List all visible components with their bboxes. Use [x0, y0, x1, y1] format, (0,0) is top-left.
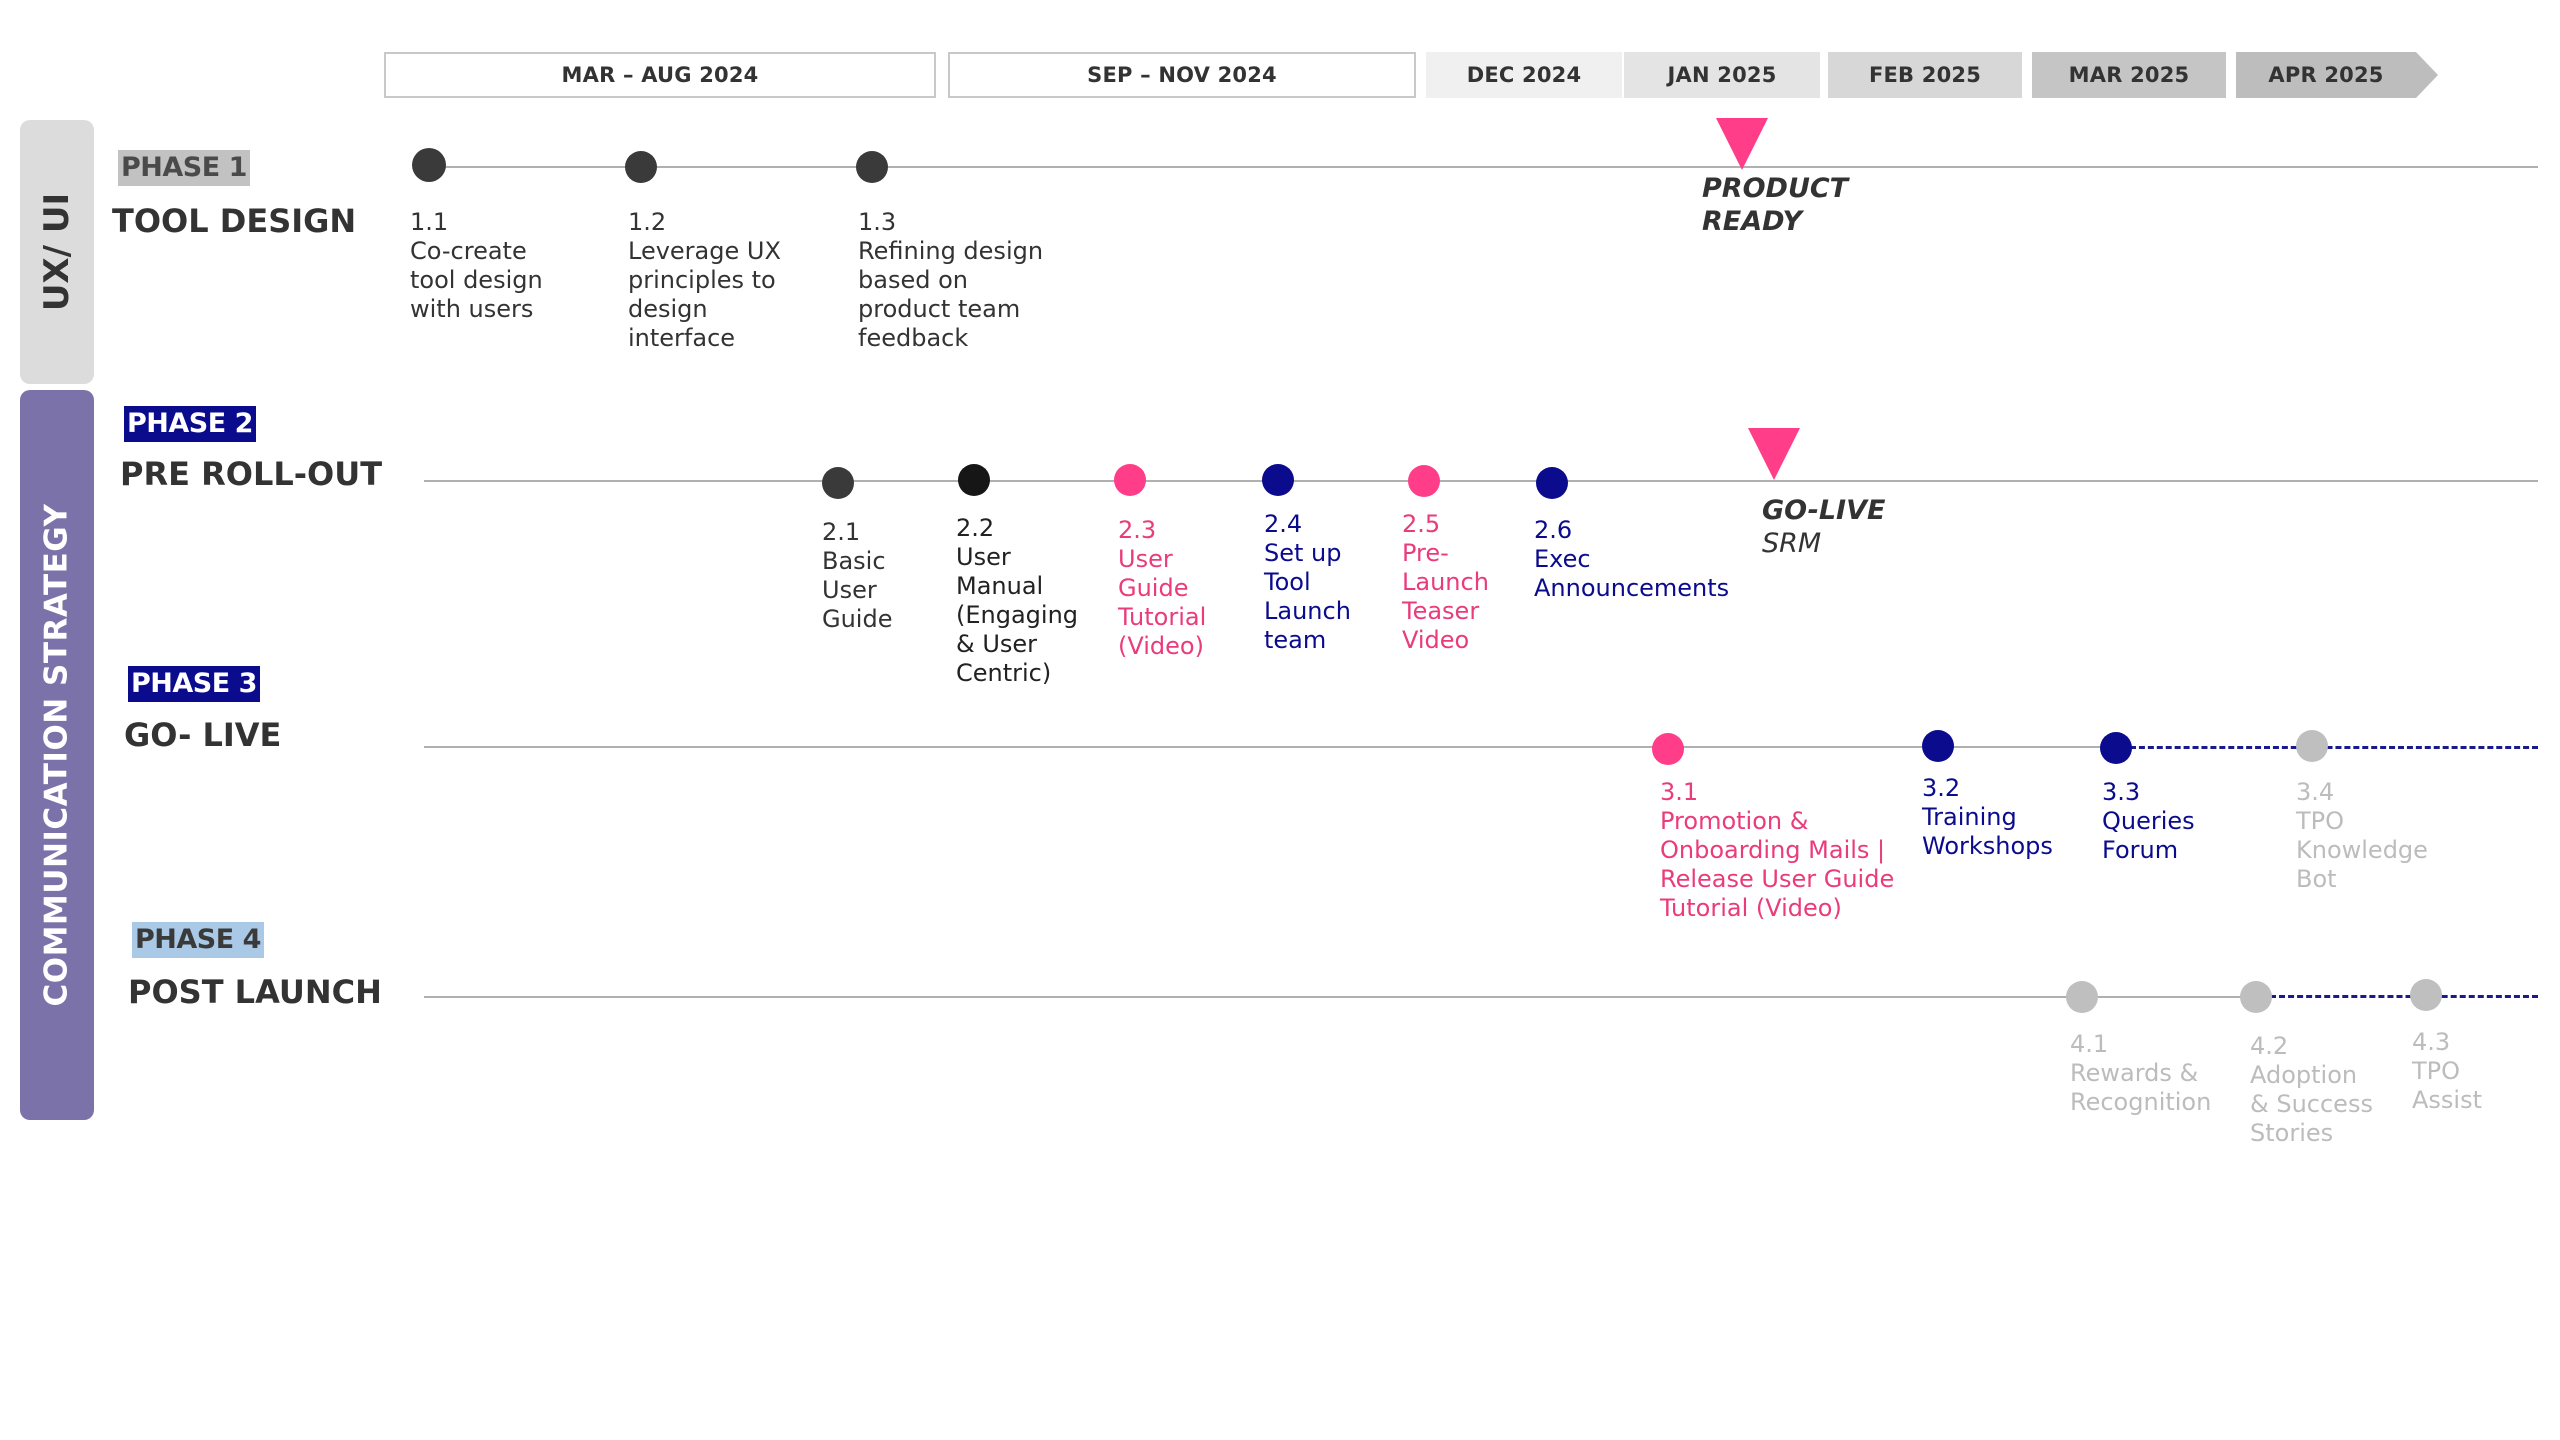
phase-2-title: PRE ROLL-OUT	[120, 455, 383, 493]
communication-strategy-tab: COMMUNICATION STRATEGY	[20, 390, 94, 1120]
go-live-marker	[1748, 428, 1800, 480]
phase-3-tag: PHASE 3	[128, 666, 260, 703]
item-3-2: 3.2 Training Workshops	[1922, 774, 2053, 860]
item-4-2: 4.2 Adoption & Success Stories	[2250, 1032, 2373, 1147]
phase-3-future-timeline	[2130, 746, 2538, 749]
milestone-dot	[1408, 465, 1440, 497]
phase-2-timeline	[424, 480, 2538, 482]
milestone-dot	[2100, 732, 2132, 764]
milestone-dot	[1536, 467, 1568, 499]
phase-1-tag: PHASE 1	[118, 150, 250, 187]
item-1-3: 1.3 Refining design based on product tea…	[858, 208, 1044, 352]
milestone-dot	[1652, 733, 1684, 765]
item-2-1: 2.1 Basic User Guide	[822, 518, 893, 633]
communication-strategy-tab-label: COMMUNICATION STRATEGY	[39, 503, 75, 1007]
phase-4-tag: PHASE 4	[132, 922, 264, 959]
item-2-5: 2.5 Pre- Launch Teaser Video	[1402, 510, 1489, 654]
milestone-dot	[856, 151, 888, 183]
milestone-dot	[2296, 730, 2328, 762]
item-3-1: 3.1 Promotion & Onboarding Mails | Relea…	[1660, 778, 1895, 922]
uxui-tab: UX/ UI	[20, 120, 94, 384]
item-4-3: 4.3 TPO Assist	[2412, 1028, 2483, 1114]
milestone-dot	[412, 148, 446, 182]
milestone-dot	[2410, 979, 2442, 1011]
period-mar-2025: MAR 2025	[2032, 52, 2226, 98]
item-2-2: 2.2 User Manual (Engaging & User Centric…	[956, 514, 1079, 687]
phase-4-future-timeline	[2270, 995, 2538, 998]
milestone-dot	[822, 467, 854, 499]
uxui-tab-label: UX/ UI	[37, 192, 77, 312]
milestone-dot	[2240, 981, 2272, 1013]
phase-3-timeline	[424, 746, 2114, 748]
go-live-label: GO-LIVE SRM	[1762, 495, 1886, 559]
item-1-2: 1.2 Leverage UX principles to design int…	[628, 208, 781, 352]
phase-4-title: POST LAUNCH	[128, 973, 382, 1011]
period-apr-2025: APR 2025	[2236, 52, 2416, 98]
milestone-dot	[958, 464, 990, 496]
item-2-3: 2.3 User Guide Tutorial (Video)	[1118, 516, 1207, 660]
item-2-6: 2.6 Exec Announcements	[1534, 516, 1730, 602]
period-mar-aug-2024: MAR – AUG 2024	[384, 52, 936, 98]
phase-3-title: GO- LIVE	[124, 716, 282, 754]
period-jan-2025: JAN 2025	[1624, 52, 1820, 98]
milestone-dot	[1262, 464, 1294, 496]
phase-1-timeline	[424, 166, 2538, 168]
item-2-4: 2.4 Set up Tool Launch team	[1264, 510, 1351, 654]
phase-2-tag: PHASE 2	[124, 406, 256, 443]
milestone-dot	[1922, 730, 1954, 762]
product-ready-marker	[1716, 118, 1768, 170]
item-3-3: 3.3 Queries Forum	[2102, 778, 2195, 864]
phase-4-timeline	[424, 996, 2250, 998]
milestone-dot	[2066, 981, 2098, 1013]
period-sep-nov-2024: SEP – NOV 2024	[948, 52, 1416, 98]
period-feb-2025: FEB 2025	[1828, 52, 2022, 98]
milestone-dot	[1114, 464, 1146, 496]
period-dec-2024: DEC 2024	[1426, 52, 1622, 98]
phase-1-title: TOOL DESIGN	[112, 202, 357, 240]
period-arrow-tip	[2416, 52, 2438, 98]
product-ready-label: PRODUCT READY	[1702, 173, 1849, 237]
item-3-4: 3.4 TPO Knowledge Bot	[2296, 778, 2428, 893]
item-4-1: 4.1 Rewards & Recognition	[2070, 1030, 2212, 1116]
item-1-1: 1.1 Co-create tool design with users	[410, 208, 543, 323]
milestone-dot	[625, 151, 657, 183]
